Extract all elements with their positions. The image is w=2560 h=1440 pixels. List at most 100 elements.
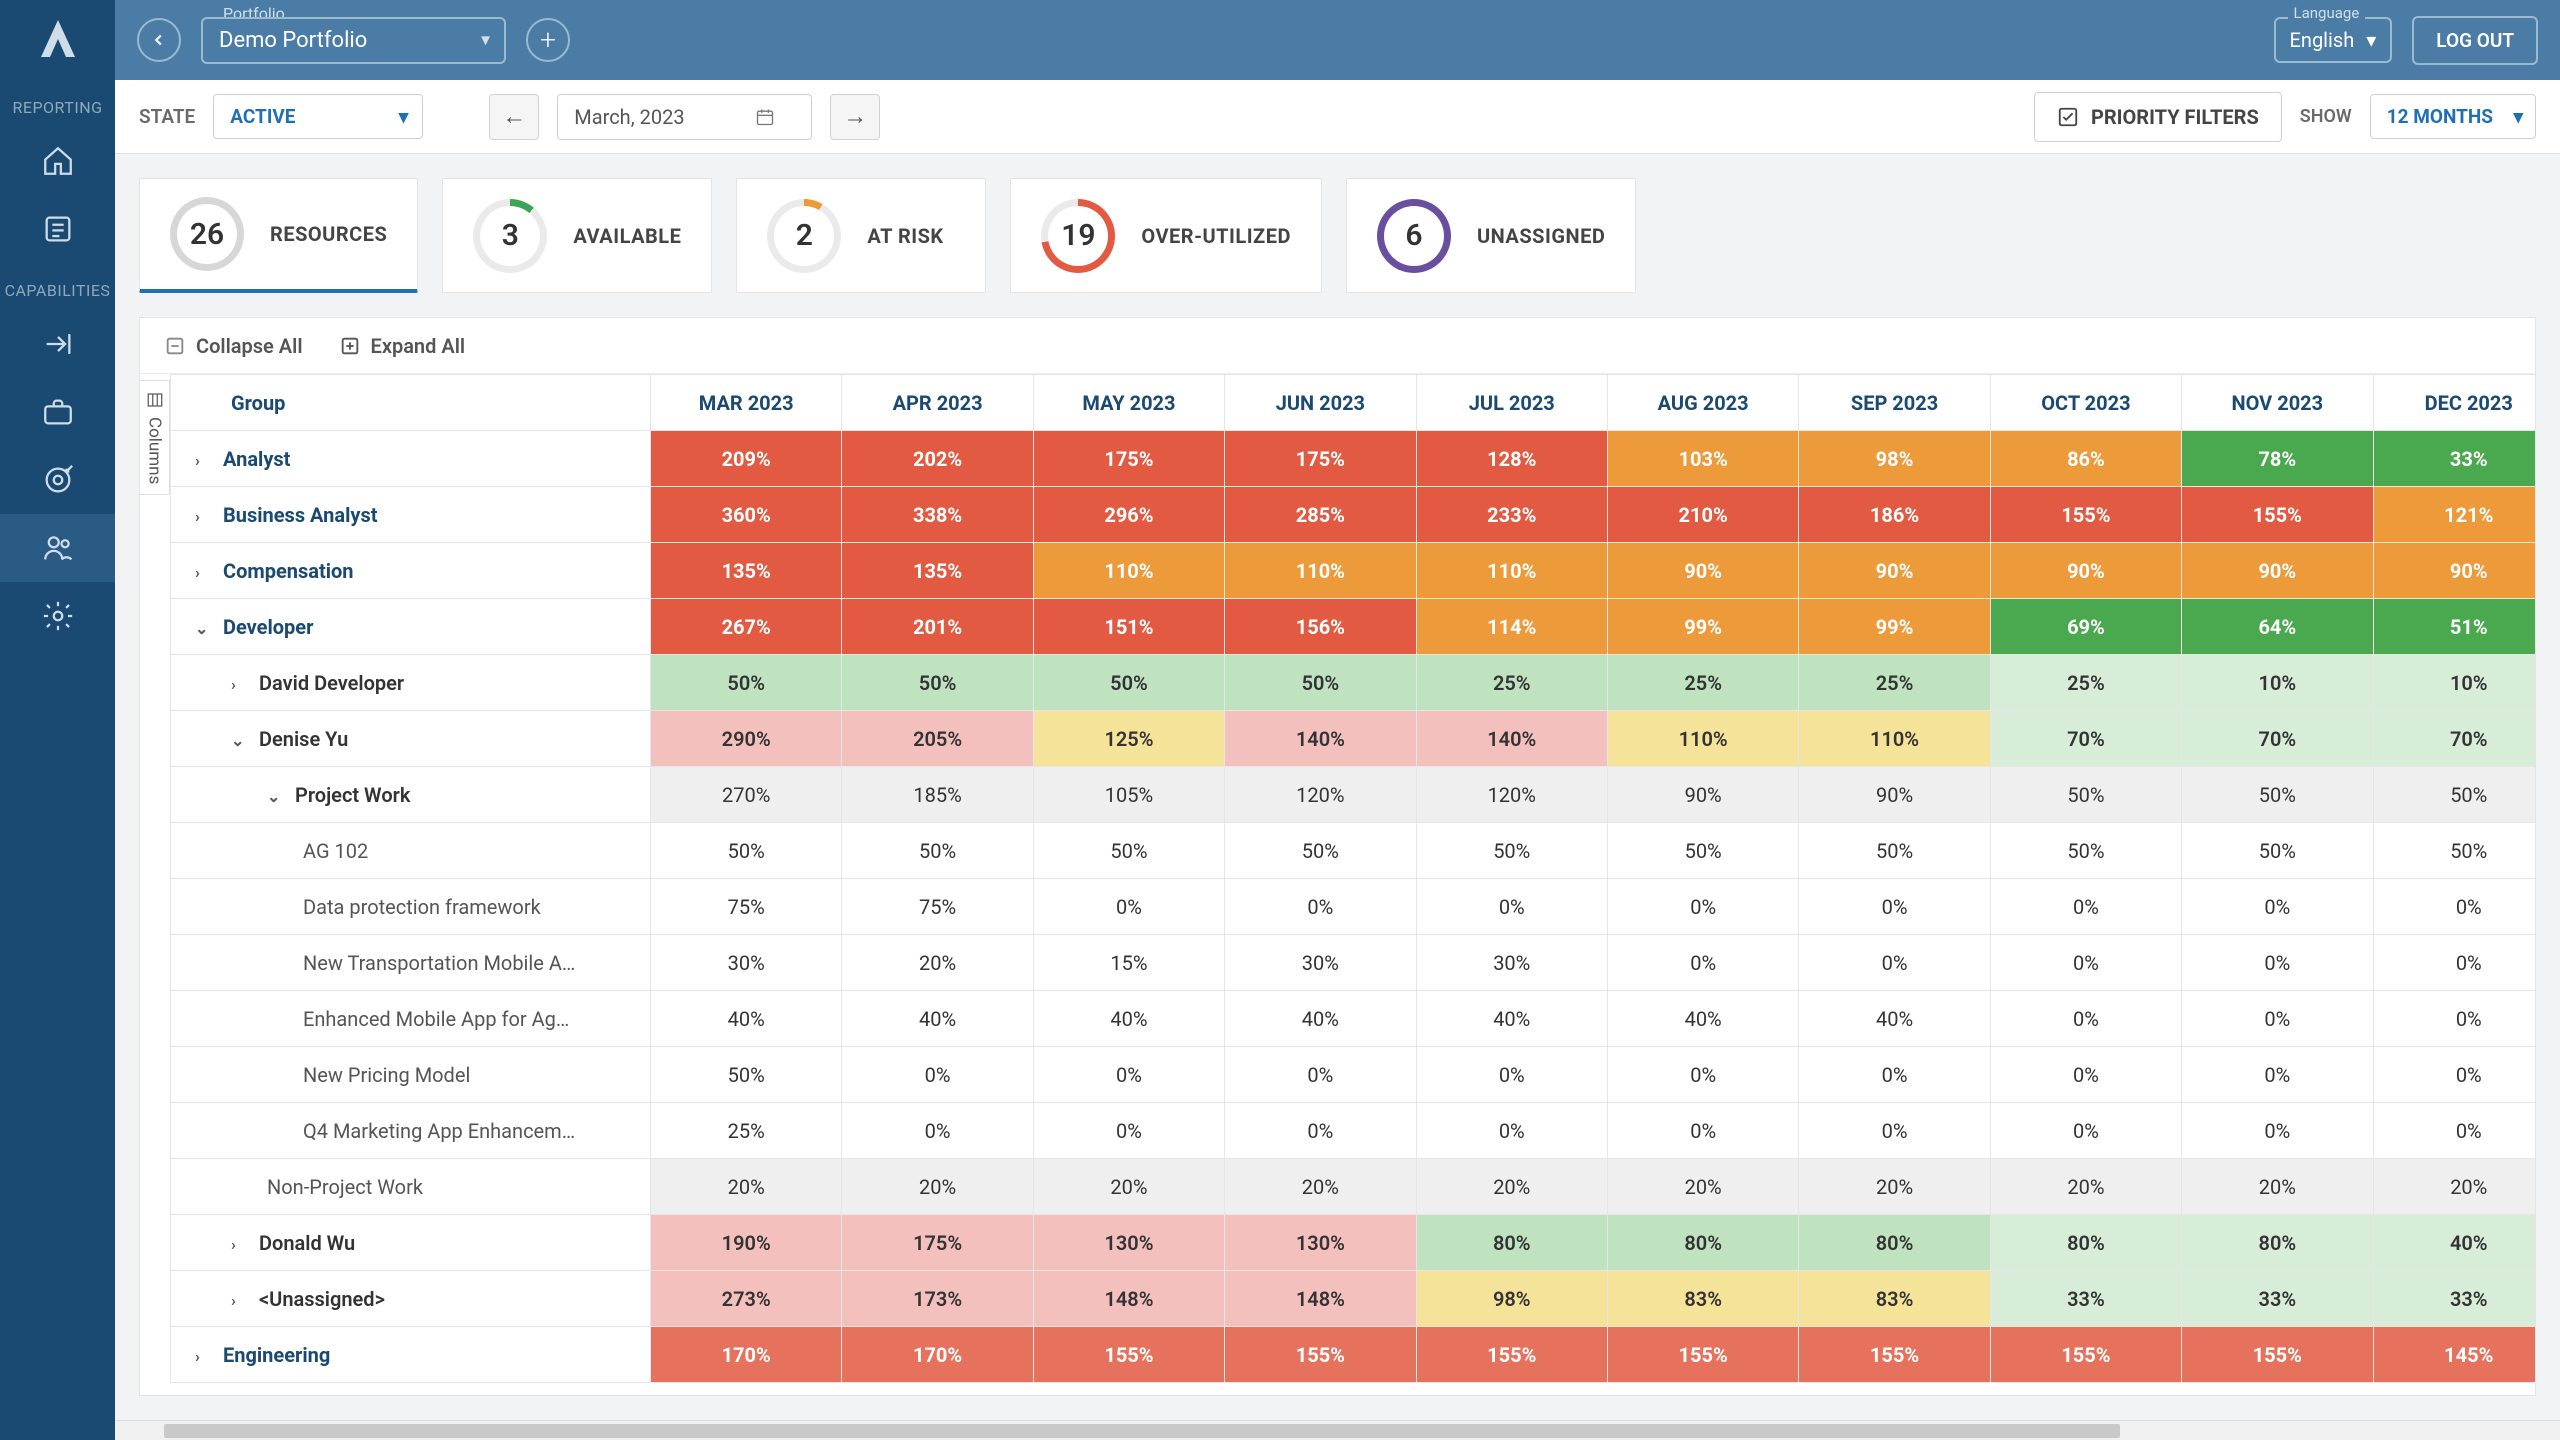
expand-toggle-icon[interactable]: › [195,451,215,470]
value-cell[interactable]: 0% [842,1047,1033,1103]
value-cell[interactable]: 0% [1990,935,2181,991]
grid-scroll[interactable]: Columns GroupMAR 2023APR 2023MAY 2023JUN… [140,374,2535,1395]
value-cell[interactable]: 86% [1990,431,2181,487]
value-cell[interactable]: 0% [2373,1103,2535,1159]
value-cell[interactable]: 0% [1990,879,2181,935]
value-cell[interactable]: 201% [842,599,1033,655]
horizontal-scrollbar[interactable] [115,1420,2560,1440]
value-cell[interactable]: 155% [1416,1327,1607,1383]
value-cell[interactable]: 25% [1990,655,2181,711]
scrollbar-thumb[interactable] [164,1424,2120,1438]
value-cell[interactable]: 155% [1990,1327,2181,1383]
value-cell[interactable]: 296% [1033,487,1224,543]
value-cell[interactable]: 50% [1416,823,1607,879]
value-cell[interactable]: 50% [2182,823,2373,879]
value-cell[interactable]: 110% [1799,711,1990,767]
group-cell[interactable]: ⌄Denise Yu [171,711,651,767]
value-cell[interactable]: 33% [2182,1271,2373,1327]
column-header-month[interactable]: OCT 2023 [1990,375,2181,431]
group-cell[interactable]: ›<Unassigned> [171,1271,651,1327]
value-cell[interactable]: 110% [1225,543,1416,599]
value-cell[interactable]: 51% [2373,599,2535,655]
value-cell[interactable]: 80% [2182,1215,2373,1271]
value-cell[interactable]: 105% [1033,767,1224,823]
value-cell[interactable]: 20% [2182,1159,2373,1215]
group-cell[interactable]: ›Business Analyst [171,487,651,543]
value-cell[interactable]: 20% [842,1159,1033,1215]
value-cell[interactable]: 0% [2373,991,2535,1047]
value-cell[interactable]: 70% [1990,711,2181,767]
value-cell[interactable]: 273% [651,1271,842,1327]
value-cell[interactable]: 50% [651,1047,842,1103]
value-cell[interactable]: 155% [2182,1327,2373,1383]
value-cell[interactable]: 20% [2373,1159,2535,1215]
value-cell[interactable]: 290% [651,711,842,767]
value-cell[interactable]: 0% [1416,879,1607,935]
value-cell[interactable]: 155% [1607,1327,1798,1383]
nav-portfolio[interactable] [0,378,115,446]
state-select[interactable]: ACTIVE [213,94,423,139]
group-cell[interactable]: ›Donald Wu [171,1215,651,1271]
value-cell[interactable]: 114% [1416,599,1607,655]
value-cell[interactable]: 0% [1607,935,1798,991]
value-cell[interactable]: 0% [2182,1047,2373,1103]
value-cell[interactable]: 90% [1607,767,1798,823]
nav-align[interactable] [0,310,115,378]
group-cell[interactable]: ›Compensation [171,543,651,599]
value-cell[interactable]: 145% [2373,1327,2535,1383]
value-cell[interactable]: 64% [2182,599,2373,655]
value-cell[interactable]: 40% [2373,1215,2535,1271]
value-cell[interactable]: 140% [1225,711,1416,767]
value-cell[interactable]: 155% [1990,487,2181,543]
value-cell[interactable]: 270% [651,767,842,823]
value-cell[interactable]: 155% [2182,487,2373,543]
expand-toggle-icon[interactable]: ⌄ [267,787,287,806]
value-cell[interactable]: 50% [1033,655,1224,711]
value-cell[interactable]: 0% [1607,879,1798,935]
value-cell[interactable]: 83% [1607,1271,1798,1327]
expand-toggle-icon[interactable]: › [231,1235,251,1254]
value-cell[interactable]: 50% [842,823,1033,879]
value-cell[interactable]: 110% [1607,711,1798,767]
value-cell[interactable]: 90% [1799,543,1990,599]
expand-toggle-icon[interactable]: › [195,563,215,582]
value-cell[interactable]: 0% [1799,935,1990,991]
portfolio-select[interactable]: Demo Portfolio [201,17,506,64]
value-cell[interactable]: 40% [1607,991,1798,1047]
value-cell[interactable]: 33% [2373,431,2535,487]
value-cell[interactable]: 70% [2373,711,2535,767]
value-cell[interactable]: 15% [1033,935,1224,991]
value-cell[interactable]: 0% [1033,1103,1224,1159]
nav-target[interactable] [0,446,115,514]
value-cell[interactable]: 110% [1033,543,1224,599]
group-cell[interactable]: New Pricing Model [171,1047,651,1103]
value-cell[interactable]: 130% [1033,1215,1224,1271]
value-cell[interactable]: 83% [1799,1271,1990,1327]
value-cell[interactable]: 90% [2373,543,2535,599]
value-cell[interactable]: 175% [1225,431,1416,487]
value-cell[interactable]: 75% [651,879,842,935]
value-cell[interactable]: 80% [1416,1215,1607,1271]
value-cell[interactable]: 50% [1799,823,1990,879]
value-cell[interactable]: 0% [1033,1047,1224,1103]
value-cell[interactable]: 135% [651,543,842,599]
value-cell[interactable]: 121% [2373,487,2535,543]
value-cell[interactable]: 33% [2373,1271,2535,1327]
expand-all-button[interactable]: Expand All [339,334,466,358]
group-cell[interactable]: Q4 Marketing App Enhancem… [171,1103,651,1159]
columns-panel-toggle[interactable]: Columns [140,380,170,495]
nav-home[interactable] [0,127,115,195]
value-cell[interactable]: 338% [842,487,1033,543]
value-cell[interactable]: 267% [651,599,842,655]
column-header-month[interactable]: AUG 2023 [1607,375,1798,431]
value-cell[interactable]: 130% [1225,1215,1416,1271]
value-cell[interactable]: 90% [1799,767,1990,823]
value-cell[interactable]: 209% [651,431,842,487]
value-cell[interactable]: 0% [1607,1103,1798,1159]
value-cell[interactable]: 50% [1607,823,1798,879]
value-cell[interactable]: 173% [842,1271,1033,1327]
value-cell[interactable]: 0% [1033,879,1224,935]
value-cell[interactable]: 80% [1607,1215,1798,1271]
value-cell[interactable]: 148% [1225,1271,1416,1327]
value-cell[interactable]: 156% [1225,599,1416,655]
